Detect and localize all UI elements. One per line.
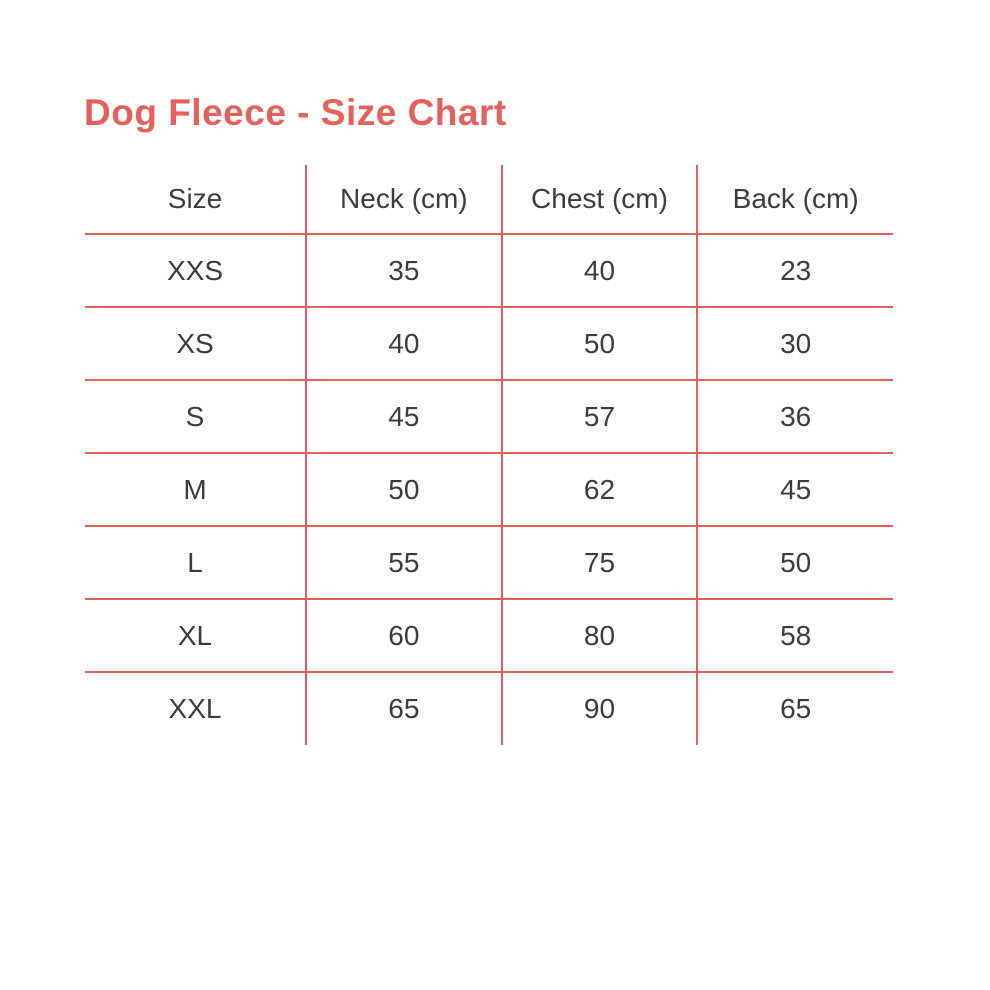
table-cell: S [85,380,306,454]
table-cell: 23 [696,234,893,308]
table-cell: 45 [305,380,502,454]
table-cell: 40 [305,307,502,381]
table-cell: 58 [696,599,893,673]
table-cell: 65 [696,672,893,745]
table-cell: 45 [696,453,893,527]
column-header: Neck (cm) [305,165,502,235]
table-cell: 55 [305,526,502,600]
table-cell: 50 [305,453,502,527]
table-cell: 57 [500,380,698,454]
table-row: XXL 65 90 65 [85,672,893,745]
table-cell: XXL [168,693,222,724]
table-row: S 45 57 36 [85,380,893,454]
table-row: L 55 75 50 [85,526,893,600]
table-cell: 90 [500,672,698,745]
table-row: XS 40 50 30 [85,307,893,381]
column-header: Size [85,165,306,235]
table-cell: 80 [500,599,698,673]
table-cell: 50 [696,526,893,600]
table-cell: 65 [305,672,502,745]
column-header: Back (cm) [696,165,893,235]
table-row: XXS 35 40 23 [85,234,893,308]
table-body: XXS 35 40 23 XS 40 50 30 S 45 57 36 M 50 62 45 L 55 75 50 XL… [85,234,893,745]
table-cell: XS [85,307,306,381]
table-cell: 36 [696,380,893,454]
table-cell: 50 [500,307,698,381]
table-cell: 35 [305,234,502,308]
table-row: XL 60 80 58 [85,599,893,673]
table-cell: L [85,526,306,600]
size-chart-table: Size Neck (cm) Chest (cm) Back (cm) XXS 35 40… [85,165,893,745]
column-header: Chest (cm) [500,165,698,235]
table-cell: 75 [500,526,698,600]
table-cell: XXS [85,234,306,308]
table-header: Size Neck (cm) Chest (cm) Back (cm) [85,165,893,235]
table-cell: XL [85,599,306,673]
page-title: Dog Fleece - Size Chart [84,92,507,133]
table-cell: 62 [500,453,698,527]
table-cell: 30 [696,307,893,381]
table-cell: 60 [305,599,502,673]
table-header-row: Size Neck (cm) Chest (cm) Back (cm) [85,165,893,235]
table-row: M 50 62 45 [85,453,893,527]
table-cell: 40 [500,234,698,308]
table-cell: M [85,453,306,527]
